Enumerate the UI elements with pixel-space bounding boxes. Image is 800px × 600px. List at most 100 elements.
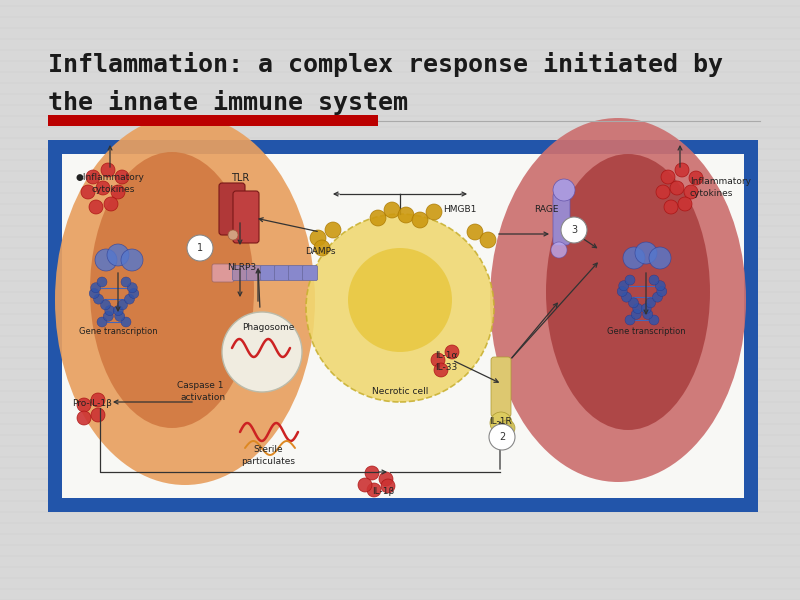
- Circle shape: [81, 185, 95, 199]
- FancyBboxPatch shape: [233, 191, 259, 243]
- Circle shape: [310, 230, 326, 246]
- Circle shape: [358, 478, 372, 492]
- Circle shape: [649, 275, 659, 285]
- Circle shape: [623, 247, 645, 269]
- Text: Necrotic cell: Necrotic cell: [372, 388, 428, 397]
- Circle shape: [101, 300, 110, 310]
- Circle shape: [129, 289, 138, 298]
- Circle shape: [121, 249, 143, 271]
- Circle shape: [90, 283, 101, 293]
- Circle shape: [489, 424, 515, 450]
- FancyBboxPatch shape: [212, 264, 234, 282]
- FancyBboxPatch shape: [302, 265, 318, 280]
- FancyBboxPatch shape: [261, 265, 275, 280]
- Circle shape: [114, 305, 123, 316]
- Circle shape: [222, 312, 302, 392]
- Ellipse shape: [490, 118, 746, 482]
- Ellipse shape: [55, 115, 315, 485]
- Circle shape: [367, 483, 381, 497]
- Circle shape: [306, 214, 494, 402]
- Circle shape: [103, 311, 114, 321]
- Circle shape: [661, 170, 675, 184]
- Circle shape: [629, 298, 638, 308]
- FancyBboxPatch shape: [219, 183, 245, 235]
- Text: Inflammation: a complex response initiated by: Inflammation: a complex response initiat…: [48, 52, 723, 77]
- Circle shape: [96, 181, 110, 195]
- Circle shape: [127, 283, 138, 293]
- Text: NLRP3: NLRP3: [227, 263, 257, 272]
- Text: cytokines: cytokines: [91, 185, 134, 193]
- Circle shape: [86, 170, 100, 184]
- FancyBboxPatch shape: [274, 265, 290, 280]
- Circle shape: [228, 230, 238, 240]
- Circle shape: [77, 398, 91, 412]
- Circle shape: [649, 247, 671, 269]
- Circle shape: [325, 222, 341, 238]
- Circle shape: [675, 163, 689, 177]
- Circle shape: [678, 197, 692, 211]
- Circle shape: [398, 207, 414, 223]
- Circle shape: [412, 212, 428, 228]
- FancyBboxPatch shape: [233, 265, 247, 280]
- Circle shape: [77, 411, 91, 425]
- Circle shape: [653, 292, 662, 302]
- Text: DAMPs: DAMPs: [305, 247, 335, 257]
- Text: Inflammatory: Inflammatory: [690, 178, 751, 187]
- Circle shape: [490, 412, 512, 434]
- Circle shape: [379, 472, 393, 486]
- Bar: [48, 115, 378, 126]
- Text: RAGE: RAGE: [534, 205, 558, 214]
- Circle shape: [642, 309, 653, 319]
- Circle shape: [114, 311, 125, 321]
- Text: activation: activation: [181, 394, 226, 403]
- Circle shape: [561, 217, 587, 243]
- Circle shape: [618, 281, 629, 291]
- Text: IL-1β: IL-1β: [372, 487, 394, 497]
- Circle shape: [551, 242, 567, 258]
- Text: Gene transcription: Gene transcription: [78, 328, 158, 337]
- Text: particulates: particulates: [241, 457, 295, 466]
- FancyBboxPatch shape: [553, 193, 570, 245]
- Circle shape: [91, 393, 105, 407]
- Circle shape: [657, 286, 666, 296]
- Circle shape: [95, 249, 117, 271]
- FancyBboxPatch shape: [491, 357, 511, 417]
- Circle shape: [622, 292, 631, 302]
- Circle shape: [642, 304, 651, 314]
- Circle shape: [431, 353, 445, 367]
- Text: TLR: TLR: [231, 173, 249, 183]
- Circle shape: [635, 242, 657, 264]
- Circle shape: [670, 181, 684, 195]
- Circle shape: [104, 197, 118, 211]
- Text: Phagosome: Phagosome: [242, 323, 294, 332]
- Circle shape: [480, 232, 496, 248]
- FancyBboxPatch shape: [289, 265, 303, 280]
- Circle shape: [89, 200, 103, 214]
- Ellipse shape: [90, 152, 254, 428]
- Circle shape: [655, 281, 666, 291]
- FancyBboxPatch shape: [246, 265, 262, 280]
- Circle shape: [111, 185, 125, 199]
- Text: 3: 3: [571, 225, 577, 235]
- Circle shape: [365, 466, 379, 480]
- Circle shape: [499, 420, 515, 436]
- Ellipse shape: [546, 154, 710, 430]
- Circle shape: [467, 224, 483, 240]
- Text: IL-33: IL-33: [435, 364, 458, 373]
- Circle shape: [348, 248, 452, 352]
- Circle shape: [125, 294, 134, 304]
- Circle shape: [656, 185, 670, 199]
- Text: 2: 2: [499, 432, 505, 442]
- Circle shape: [107, 244, 129, 266]
- Circle shape: [118, 300, 127, 310]
- Text: ●Inflammatory: ●Inflammatory: [75, 173, 145, 182]
- Circle shape: [684, 185, 698, 199]
- Circle shape: [625, 315, 635, 325]
- Text: Sterile: Sterile: [253, 445, 283, 455]
- Circle shape: [434, 363, 448, 377]
- Circle shape: [381, 479, 395, 493]
- Circle shape: [115, 170, 129, 184]
- Text: IL-1R: IL-1R: [489, 418, 511, 427]
- Circle shape: [649, 315, 659, 325]
- Circle shape: [94, 294, 103, 304]
